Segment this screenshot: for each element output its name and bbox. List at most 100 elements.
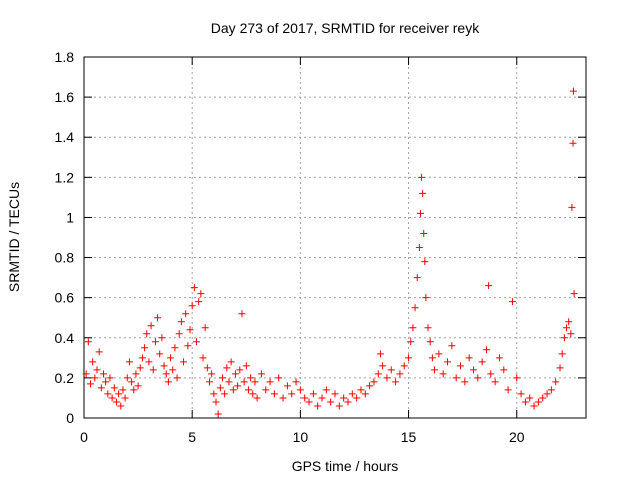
data-point [171,344,179,352]
data-point [567,330,575,338]
data-point [465,354,473,362]
data-point [534,398,542,406]
x-axis-label: GPS time / hours [292,458,399,474]
data-point [102,378,110,386]
data-point [366,382,374,390]
data-point [275,374,283,382]
data-point [231,370,239,378]
y-axis-label: SRMTID / TECUs [6,182,22,292]
data-point [539,394,547,402]
data-point [335,402,343,410]
data-point [175,330,183,338]
data-point [296,386,304,394]
data-point [517,390,525,398]
x-tick-label: 20 [509,429,525,445]
data-point [119,386,127,394]
data-point [262,386,270,394]
data-point [405,354,413,362]
data-point [108,394,116,402]
data-point [439,370,447,378]
data-points [82,87,578,418]
data-point [257,370,265,378]
data-point [162,370,170,378]
data-point [513,374,521,382]
data-point [500,366,508,374]
data-point [521,398,529,406]
data-point [485,282,493,290]
data-point [422,294,430,302]
data-point [370,378,378,386]
data-point [130,386,138,394]
data-point [227,358,235,366]
y-tick-label: 0.6 [55,290,75,306]
data-point [138,354,146,362]
data-point [379,362,387,370]
data-point [504,386,512,394]
data-point [413,274,421,282]
data-point [387,366,395,374]
data-point [270,390,278,398]
y-tick-label: 1.6 [55,89,75,105]
data-point [210,390,218,398]
data-point [164,378,172,386]
data-point [203,364,211,372]
data-point [206,378,213,386]
data-point [86,380,94,388]
data-point [374,370,382,378]
data-point [419,189,427,197]
data-point [530,402,538,410]
y-tick-label: 1 [66,209,74,225]
data-point [421,258,429,266]
data-point [121,394,129,402]
plot-frame [83,56,587,419]
data-point [415,244,423,252]
data-point [348,390,356,398]
data-point [487,370,495,378]
data-point [151,338,159,346]
y-tick-label: 1.2 [55,169,75,185]
data-point [508,298,516,306]
x-tick-label: 15 [401,429,417,445]
data-point [322,386,330,394]
data-point [214,410,222,418]
data-point [169,366,177,374]
data-point [182,310,190,318]
data-point [361,390,369,398]
data-point [249,390,257,398]
data-point [195,298,203,306]
data-point [117,402,125,410]
data-point [569,87,577,95]
data-point [177,318,185,326]
y-tick-label: 1.8 [55,49,75,65]
data-point [444,358,452,366]
data-point [97,384,105,392]
y-tick-label: 0 [66,410,74,426]
data-point [563,324,571,332]
data-point [556,364,564,372]
data-point [149,366,157,374]
data-point [418,173,426,181]
data-point [340,394,348,402]
data-point [180,358,188,366]
data-point [266,378,274,386]
data-point [82,370,90,378]
data-point [353,394,361,402]
data-point [115,390,123,398]
data-point [84,338,92,346]
data-point [543,390,551,398]
x-tick-label: 10 [293,429,309,445]
data-point [132,370,140,378]
data-point [193,338,201,346]
data-point [253,394,261,402]
data-point [457,362,464,370]
data-point [208,370,216,378]
data-point [318,394,326,402]
data-point [160,362,168,370]
data-point [469,366,477,374]
data-point [236,366,244,374]
data-point [400,362,408,370]
data-point [344,398,352,406]
data-point [188,302,196,310]
data-point [420,229,428,237]
data-point [411,304,419,312]
